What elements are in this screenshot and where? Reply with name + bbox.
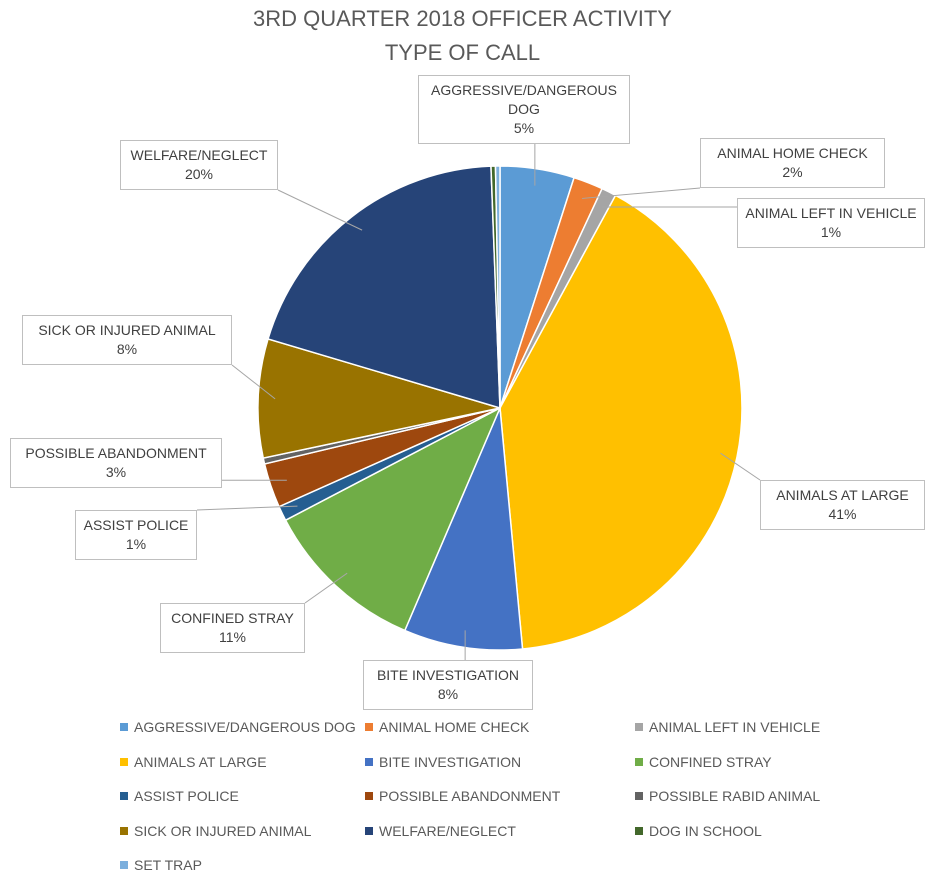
data-label: ANIMAL LEFT IN VEHICLE 1% (737, 198, 925, 248)
legend-label: AGGRESSIVE/DANGEROUS DOG (134, 719, 356, 735)
legend-item: POSSIBLE ABANDONMENT (365, 788, 560, 804)
data-label: POSSIBLE ABANDONMENT 3% (10, 438, 222, 488)
legend-swatch (120, 826, 128, 835)
legend-item: AGGRESSIVE/DANGEROUS DOG (120, 719, 356, 735)
legend-item: WELFARE/NEGLECT (365, 823, 516, 839)
legend-label: ASSIST POLICE (134, 788, 239, 804)
legend-item: ASSIST POLICE (120, 788, 239, 804)
legend-label: ANIMALS AT LARGE (134, 753, 267, 770)
data-label-value: 1% (820, 224, 842, 240)
legend-item: SET TRAP (120, 857, 202, 873)
legend-swatch (365, 723, 373, 731)
data-label-value: 8% (116, 341, 138, 357)
data-label-value: 5% (513, 120, 535, 136)
legend-label: POSSIBLE ABANDONMENT (379, 788, 561, 804)
data-label-value: 11% (219, 629, 246, 645)
data-label: ANIMAL HOME CHECK 2% (700, 138, 885, 188)
data-label-value: 41% (828, 506, 857, 522)
legend-label: DOG IN SCHOOL (649, 822, 762, 839)
legend-item: ANIMALS AT LARGE (120, 754, 267, 770)
legend-swatch (635, 757, 643, 766)
legend-swatch (120, 757, 128, 766)
legend-item: CONFINED STRAY (635, 754, 772, 770)
data-label-value: 20% (184, 166, 214, 182)
data-label-name: ANIMALS AT LARGE (776, 487, 909, 503)
data-label-name: ASSIST POLICE (83, 517, 189, 533)
data-label: WELFARE/NEGLECT 20% (120, 140, 278, 190)
data-label: ASSIST POLICE 1% (75, 510, 197, 560)
legend-item: ANIMAL LEFT IN VEHICLE (635, 719, 820, 735)
leader-line (304, 572, 348, 604)
data-label: SICK OR INJURED ANIMAL 8% (22, 315, 232, 365)
data-label-name: BITE INVESTIGATION (376, 667, 520, 683)
legend-swatch (635, 723, 643, 731)
legend-label: CONFINED STRAY (649, 753, 772, 770)
legend-item: ANIMAL HOME CHECK (365, 719, 529, 735)
leader-line (720, 452, 761, 481)
legend-item: POSSIBLE RABID ANIMAL (635, 788, 820, 804)
legend-label: SICK OR INJURED ANIMAL (134, 822, 312, 839)
legend-swatch (365, 792, 373, 800)
legend-label: SET TRAP (134, 857, 202, 873)
chart-subtitle: TYPE OF CALL (384, 40, 541, 65)
legend-swatch (120, 792, 128, 800)
legend-swatch (120, 723, 128, 731)
data-label: ANIMALS AT LARGE 41% (760, 480, 925, 530)
pie-slice (267, 165, 501, 410)
leader-line (582, 187, 701, 199)
data-label-value: 2% (782, 164, 803, 180)
pie-slice (499, 194, 743, 650)
legend-swatch (365, 757, 373, 766)
data-label: AGGRESSIVE/DANGEROUS DOG 5% (418, 75, 630, 144)
data-label-name: POSSIBLE ABANDONMENT (25, 445, 207, 461)
legend-swatch (635, 792, 643, 800)
legend-label: ANIMAL LEFT IN VEHICLE (649, 719, 821, 735)
data-label: BITE INVESTIGATION 8% (363, 660, 533, 710)
legend-item: DOG IN SCHOOL (635, 823, 762, 839)
data-label-value: 1% (125, 536, 147, 552)
leader-line (231, 364, 276, 400)
leader-line (277, 189, 363, 231)
pie-slice (494, 165, 501, 409)
data-label-name: ANIMAL LEFT IN VEHICLE (745, 205, 917, 221)
chart-title: 3RD QUARTER 2018 OFFICER ACTIVITY (253, 6, 672, 31)
legend-label: WELFARE/NEGLECT (379, 822, 516, 839)
data-label-value: 3% (105, 464, 127, 480)
data-label-name: CONFINED STRAY (171, 610, 294, 626)
legend-label: POSSIBLE RABID ANIMAL (649, 788, 821, 804)
legend-item: SICK OR INJURED ANIMAL (120, 823, 311, 839)
data-label-name: SICK OR INJURED ANIMAL (38, 322, 216, 338)
pie-slice (403, 407, 524, 651)
pie-slice (284, 406, 502, 632)
data-label-name: AGGRESSIVE/DANGEROUS DOG (431, 82, 617, 117)
data-label: CONFINED STRAY 11% (160, 603, 305, 653)
legend-swatch (635, 826, 643, 835)
leader-line (196, 505, 298, 511)
legend-item: BITE INVESTIGATION (365, 754, 521, 770)
legend-swatch (120, 861, 128, 869)
legend-label: ANIMAL HOME CHECK (379, 719, 530, 735)
data-label-value: 8% (437, 686, 459, 702)
legend-label: BITE INVESTIGATION (379, 753, 522, 770)
data-label-name: ANIMAL HOME CHECK (717, 145, 868, 161)
pie-slice (257, 338, 501, 459)
legend-swatch (365, 826, 373, 835)
data-label-name: WELFARE/NEGLECT (130, 147, 268, 163)
